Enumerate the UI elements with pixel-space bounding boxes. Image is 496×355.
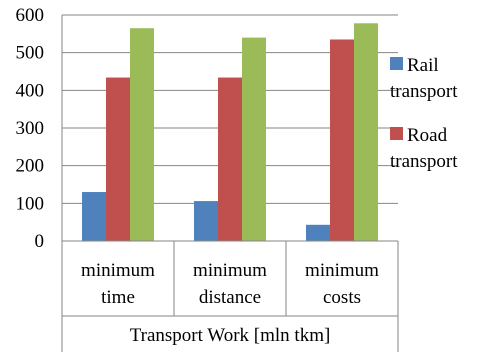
- y-tick-label: 500: [16, 43, 45, 64]
- legend-swatch: [390, 127, 403, 140]
- category-label: time: [101, 287, 135, 308]
- y-tick-label: 100: [16, 193, 45, 214]
- bar: [194, 201, 218, 241]
- category-label: costs: [323, 287, 361, 308]
- y-tick-label: 0: [35, 231, 45, 252]
- bar: [306, 224, 330, 241]
- legend-label: transport: [390, 81, 458, 102]
- y-tick-label: 600: [16, 5, 45, 26]
- bar: [82, 192, 106, 241]
- y-tick-label: 400: [16, 80, 45, 101]
- axes: [61, 15, 399, 352]
- legend: Rail transport Road transport: [390, 55, 458, 172]
- bar: [106, 77, 130, 241]
- category-labels: minimum time minimum distance minimum costs: [81, 260, 379, 308]
- bar: [218, 77, 242, 241]
- category-label: distance: [199, 287, 261, 308]
- bars: [82, 23, 378, 241]
- bar: [130, 28, 154, 241]
- y-tick-labels: 0 100 200 300 400 500 600: [16, 5, 45, 252]
- category-label: minimum: [305, 260, 379, 281]
- category-label: minimum: [193, 260, 267, 281]
- legend-label: Rail: [407, 55, 439, 76]
- y-tick-label: 300: [16, 118, 45, 139]
- bar: [242, 37, 266, 241]
- legend-swatch: [390, 57, 403, 70]
- y-tick-label: 200: [16, 156, 45, 177]
- legend-label: transport: [390, 151, 458, 172]
- bar: [354, 23, 378, 241]
- x-axis-title: Transport Work [mln tkm]: [130, 325, 331, 346]
- legend-label: Road: [407, 125, 448, 146]
- category-label: minimum: [81, 260, 155, 281]
- bar: [330, 39, 354, 241]
